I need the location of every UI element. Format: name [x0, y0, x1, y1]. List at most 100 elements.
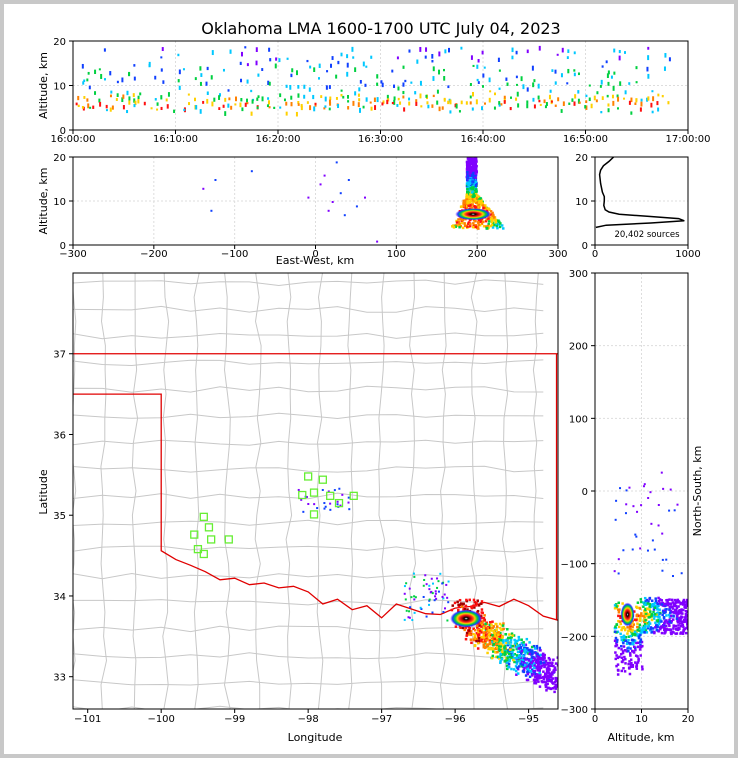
- lightning-source: [471, 225, 475, 229]
- lightning-source: [619, 622, 622, 626]
- lightning-source: [194, 77, 197, 81]
- lightning-source: [639, 633, 642, 637]
- lightning-source: [573, 72, 576, 77]
- lightning-source: [528, 641, 531, 644]
- lightning-source: [381, 102, 384, 106]
- lightning-source: [477, 195, 481, 199]
- altitude-tick-label: 20: [53, 37, 66, 48]
- lightning-source: [364, 83, 367, 87]
- lightning-source: [476, 201, 479, 204]
- lightning-source: [526, 670, 529, 674]
- lightning-source: [636, 661, 640, 664]
- lightning-source: [564, 664, 567, 667]
- lightning-source: [488, 626, 492, 630]
- lightning-source: [491, 637, 495, 641]
- lightning-source: [683, 605, 686, 609]
- lightning-source: [665, 614, 668, 617]
- longitude-tick-label: −100: [147, 714, 174, 725]
- lightning-source: [92, 105, 95, 109]
- lightning-source: [463, 199, 467, 202]
- lightning-source: [476, 206, 479, 209]
- lightning-source: [467, 204, 471, 208]
- lightning-source: [668, 509, 671, 512]
- lightning-source: [478, 629, 482, 633]
- lightning-source: [503, 647, 506, 650]
- lightning-source: [535, 655, 539, 658]
- lightning-source: [495, 636, 499, 640]
- lightning-source: [211, 101, 214, 107]
- lightning-source: [617, 611, 621, 614]
- lightning-source: [564, 670, 567, 673]
- lightning-source: [490, 641, 494, 644]
- lightning-source: [635, 81, 638, 84]
- lightning-source: [492, 643, 496, 646]
- lightning-source: [473, 644, 477, 648]
- lightning-source: [471, 187, 474, 190]
- lightning-source: [230, 105, 233, 110]
- lma-station-marker: [224, 535, 233, 544]
- lightning-source: [467, 221, 471, 224]
- lightning-source: [376, 82, 379, 86]
- lightning-source: [660, 620, 663, 623]
- plan-view-xlabel: Longitude: [288, 731, 343, 744]
- lightning-source: [645, 631, 649, 634]
- lightning-source: [680, 609, 683, 613]
- lightning-source: [648, 615, 652, 619]
- lightning-source: [382, 100, 385, 104]
- lightning-source: [472, 91, 475, 97]
- lightning-source: [620, 652, 623, 656]
- lightning-source: [336, 500, 339, 503]
- lightning-source: [495, 642, 498, 646]
- lightning-source: [511, 644, 515, 648]
- lightning-source: [451, 225, 454, 228]
- lightning-source: [474, 180, 477, 184]
- lightning-source: [453, 601, 457, 605]
- lightning-source: [492, 216, 496, 219]
- lightning-source: [676, 503, 679, 506]
- lightning-source: [508, 633, 511, 636]
- lightning-source: [502, 622, 505, 625]
- lightning-source: [613, 626, 617, 630]
- lightning-source: [364, 196, 366, 199]
- latitude-tick-label: 37: [53, 350, 66, 361]
- lightning-source: [653, 601, 657, 605]
- lightning-source: [347, 100, 350, 103]
- lightning-source: [268, 47, 271, 52]
- lightning-source: [619, 632, 622, 636]
- lightning-source: [497, 657, 501, 660]
- lightning-source: [323, 107, 326, 110]
- lightning-source: [483, 624, 487, 627]
- lightning-source: [554, 662, 558, 665]
- oklahoma-border: [73, 393, 558, 621]
- lightning-source: [409, 606, 412, 609]
- lightning-source: [527, 659, 531, 662]
- lightning-source: [257, 73, 260, 77]
- lightning-source: [458, 225, 461, 229]
- lightning-source: [521, 658, 525, 661]
- lightning-source: [638, 619, 642, 622]
- lightning-source: [536, 674, 539, 678]
- lightning-source: [686, 625, 688, 629]
- lightning-source: [183, 108, 186, 112]
- lightning-source: [515, 662, 519, 665]
- lightning-source: [492, 630, 496, 634]
- lightning-source: [566, 684, 569, 687]
- lightning-source: [471, 180, 475, 183]
- lightning-source: [475, 637, 479, 641]
- lightning-source: [622, 549, 625, 552]
- lightning-source: [482, 73, 485, 78]
- lightning-source: [551, 681, 554, 685]
- lightning-source: [477, 631, 480, 634]
- lightning-source: [474, 199, 478, 203]
- lightning-source: [420, 608, 423, 611]
- lightning-source: [600, 111, 603, 114]
- lightning-source: [545, 689, 548, 692]
- lightning-source: [542, 663, 545, 667]
- lightning-source: [477, 628, 480, 632]
- lightning-source: [461, 226, 465, 230]
- lightning-source: [444, 49, 447, 54]
- lightning-source: [649, 610, 652, 613]
- lightning-source: [560, 682, 563, 685]
